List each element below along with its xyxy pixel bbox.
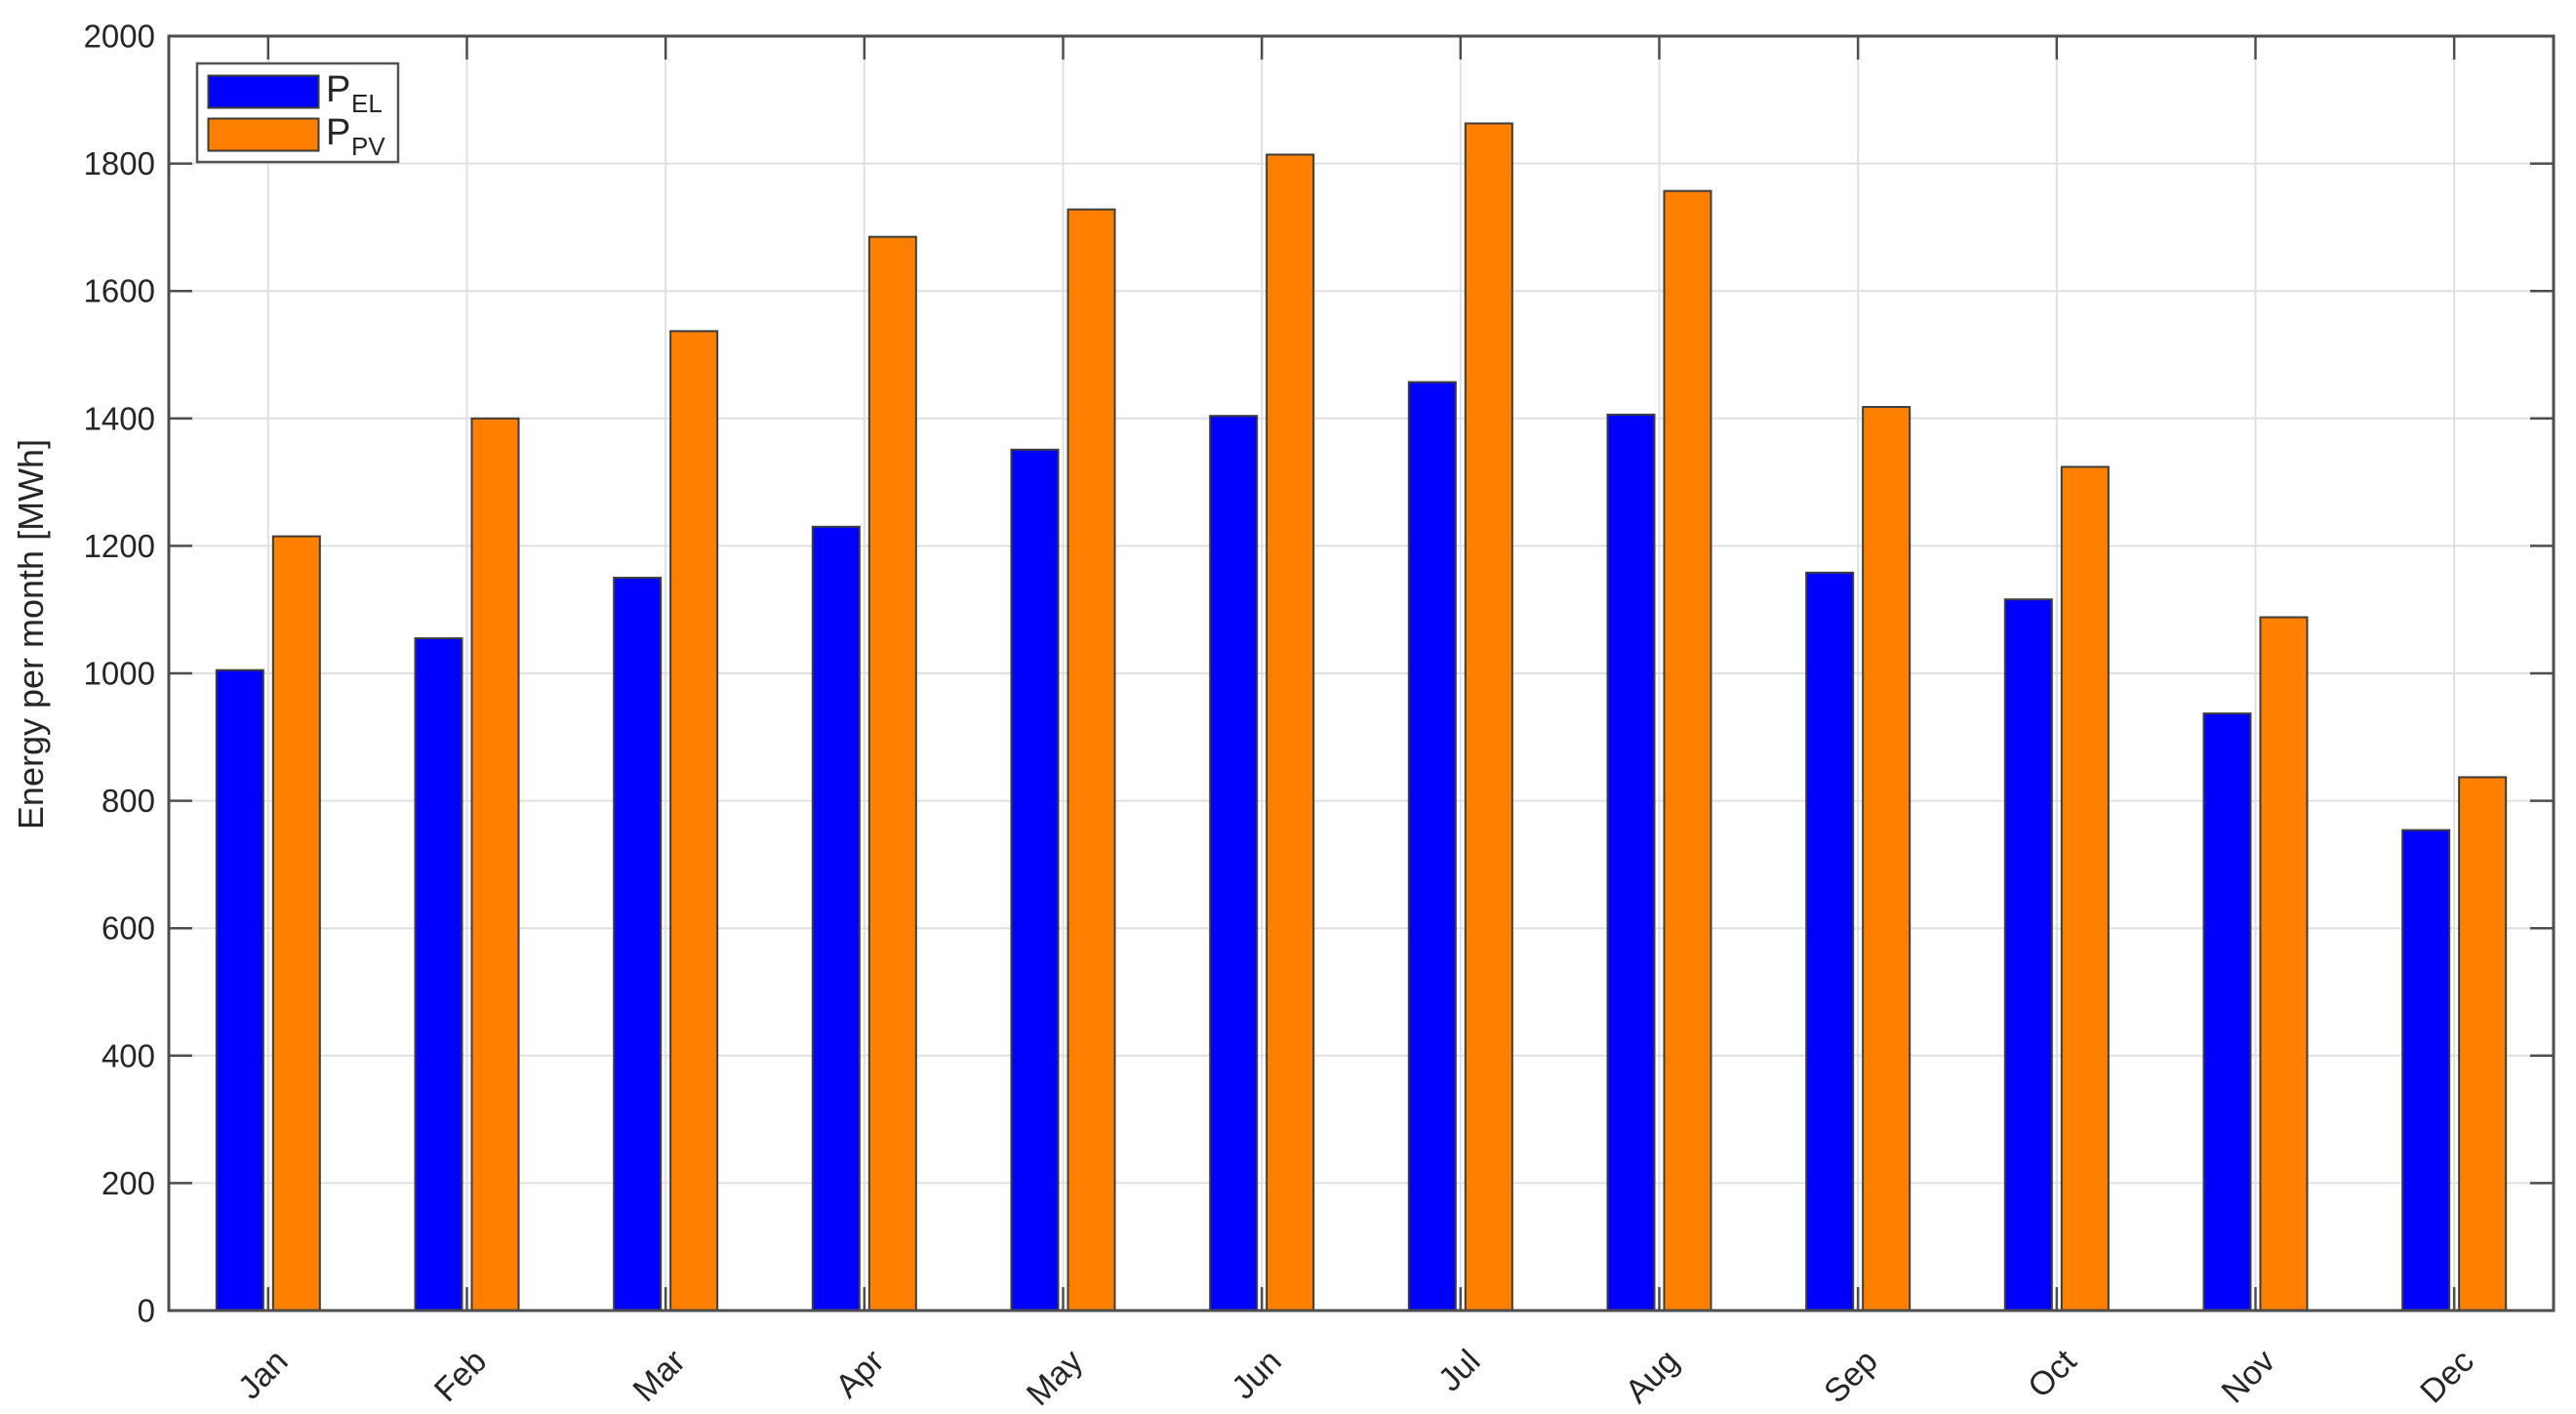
bar-Feb-P_EL <box>414 637 463 1312</box>
y-tick-label-600: 600 <box>101 910 155 947</box>
bar-Dec-P_EL <box>2401 828 2451 1312</box>
x-tick-label-Jun: Jun <box>1225 1343 1289 1407</box>
legend-swatch-pel <box>207 74 320 109</box>
x-tick-label-Nov: Nov <box>2215 1343 2283 1411</box>
bar-Dec-P_PV <box>2458 776 2508 1312</box>
bar-Feb-P_PV <box>470 417 520 1312</box>
x-tick-label-Feb: Feb <box>427 1343 494 1409</box>
bar-Aug-P_PV <box>1663 189 1712 1313</box>
bar-May-P_PV <box>1067 208 1116 1313</box>
bar-May-P_EL <box>1010 448 1060 1312</box>
legend: P EL P PV <box>195 61 400 164</box>
bar-Oct-P_PV <box>2060 465 2110 1313</box>
bar-Jun-P_PV <box>1266 153 1315 1312</box>
legend-swatch-ppv <box>207 117 320 152</box>
x-tick-label-Apr: Apr <box>828 1343 891 1405</box>
bar-Mar-P_EL <box>613 577 663 1312</box>
x-tick-label-Oct: Oct <box>2021 1342 2084 1405</box>
y-tick-label-2000: 2000 <box>84 19 155 55</box>
y-tick-label-200: 200 <box>101 1165 155 1201</box>
bar-Jul-P_EL <box>1407 381 1457 1313</box>
bar-Apr-P_PV <box>867 235 917 1313</box>
plot-area: 0 200 400 600 800 1000 1200 1400 1600 1800 2000 Jan… <box>84 19 2556 1413</box>
bar-Aug-P_EL <box>1606 413 1656 1312</box>
x-tick-label-Sep: Sep <box>1817 1343 1885 1411</box>
legend-label-pel-main: P <box>326 69 350 110</box>
y-tick-label-400: 400 <box>101 1037 155 1073</box>
x-tick-label-Jan: Jan <box>231 1343 296 1407</box>
bar-Mar-P_PV <box>669 330 719 1312</box>
x-tick-label-Aug: Aug <box>1619 1343 1687 1411</box>
x-tick-label-May: May <box>1020 1343 1090 1413</box>
y-tick-label-0: 0 <box>138 1293 155 1329</box>
legend-label-pel-sub: EL <box>351 89 382 118</box>
legend-label-ppv-main: P <box>326 112 350 153</box>
y-tick-label-1000: 1000 <box>84 656 155 692</box>
bar-Nov-P_EL <box>2202 712 2252 1312</box>
axes-box <box>167 34 2556 1313</box>
y-tick-label-800: 800 <box>101 783 155 819</box>
x-tick-label-Dec: Dec <box>2413 1343 2481 1411</box>
y-tick-label-1200: 1200 <box>84 528 155 564</box>
bar-Apr-P_EL <box>811 525 861 1312</box>
bar-Sep-P_EL <box>1805 571 1855 1312</box>
y-tick-label-1400: 1400 <box>84 400 155 436</box>
x-tick-label-Mar: Mar <box>626 1343 693 1409</box>
y-tick-label-1600: 1600 <box>84 273 155 309</box>
y-tick-label-1800: 1800 <box>84 145 155 182</box>
bar-Jun-P_EL <box>1209 415 1259 1312</box>
bar-Jul-P_PV <box>1464 122 1513 1312</box>
bar-Jan-P_PV <box>271 535 321 1312</box>
y-axis-label: Energy per month [MWh] <box>11 439 51 829</box>
legend-label-ppv-sub: PV <box>351 132 385 161</box>
bar-Nov-P_PV <box>2259 616 2309 1312</box>
bar-Oct-P_EL <box>2003 598 2053 1312</box>
bar-Jan-P_EL <box>215 668 264 1312</box>
x-tick-label-Jul: Jul <box>1431 1343 1488 1399</box>
bar-Sep-P_PV <box>1862 406 1912 1312</box>
